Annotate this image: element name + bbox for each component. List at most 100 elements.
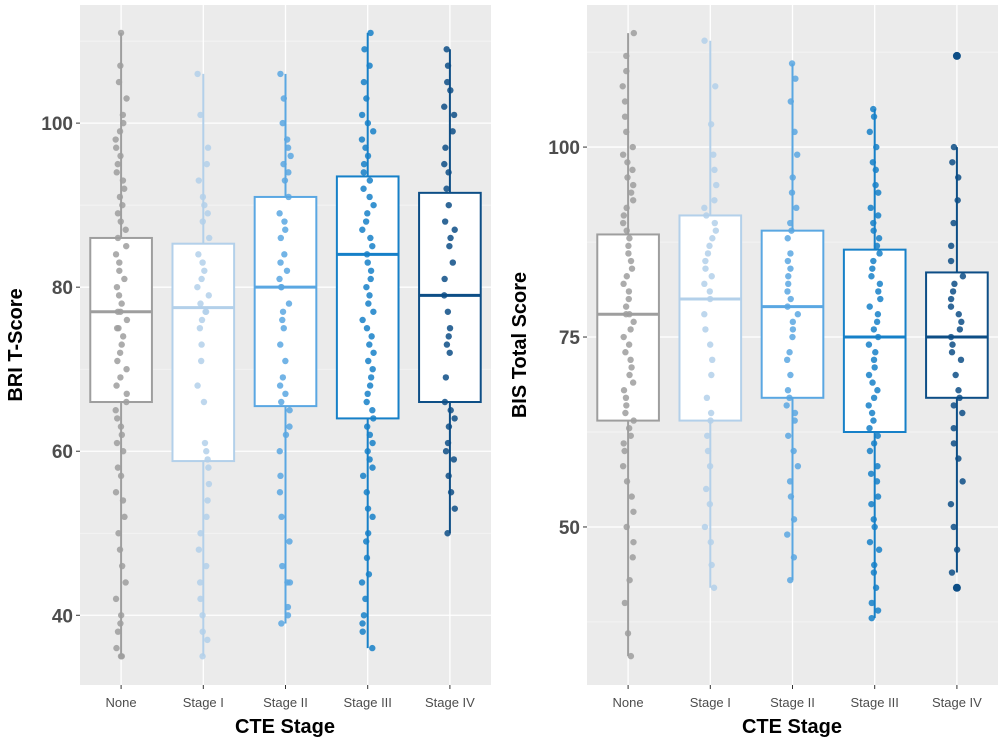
data-point	[621, 98, 629, 105]
data-point	[284, 612, 292, 619]
x-tick-label: Stage I	[183, 695, 224, 710]
data-point	[116, 193, 124, 201]
data-point	[627, 189, 635, 196]
data-point	[360, 612, 368, 619]
x-tick-label: Stage III	[343, 695, 391, 710]
data-point	[112, 595, 120, 603]
y-tick-label: 100	[548, 138, 580, 159]
data-point	[363, 489, 370, 496]
data-point	[950, 402, 957, 409]
data-point	[200, 398, 208, 406]
data-point	[280, 160, 287, 168]
data-point	[279, 562, 286, 570]
data-point	[360, 78, 368, 86]
data-point	[870, 394, 878, 402]
data-point	[284, 144, 292, 151]
data-point	[285, 169, 292, 176]
data-point	[281, 251, 288, 258]
data-point	[360, 160, 368, 168]
data-point	[286, 407, 293, 414]
data-point	[205, 234, 213, 242]
data-point	[114, 234, 122, 242]
data-point	[445, 472, 452, 480]
data-point	[117, 218, 124, 225]
data-point	[118, 300, 125, 307]
data-point	[370, 349, 377, 356]
data-point	[123, 398, 130, 406]
data-point	[948, 349, 956, 356]
data-point	[954, 197, 961, 204]
data-point	[873, 478, 881, 485]
data-point	[792, 75, 799, 82]
data-point	[117, 29, 125, 37]
data-point	[366, 382, 374, 389]
data-point	[620, 440, 627, 447]
y-tick-label: 40	[52, 606, 73, 627]
data-point	[364, 505, 372, 512]
data-point	[276, 448, 283, 455]
data-point	[363, 538, 370, 545]
data-point	[451, 226, 458, 233]
data-point	[364, 448, 371, 455]
data-point	[279, 308, 287, 315]
data-point	[363, 554, 371, 562]
data-point	[280, 95, 288, 102]
data-point	[116, 267, 123, 274]
data-point	[113, 644, 120, 652]
data-point	[369, 464, 376, 471]
data-point	[276, 275, 283, 283]
data-point	[451, 505, 458, 512]
data-point	[120, 119, 127, 127]
data-point	[620, 387, 628, 394]
data-point	[282, 226, 289, 233]
data-point	[866, 538, 874, 546]
data-point	[114, 357, 121, 365]
data-point	[959, 409, 966, 417]
data-point	[627, 326, 634, 333]
data-point	[199, 193, 207, 201]
data-point	[790, 447, 797, 455]
data-point	[201, 267, 208, 274]
data-point	[363, 324, 371, 332]
data-point	[441, 292, 448, 299]
data-point	[195, 177, 203, 184]
data-point	[278, 283, 285, 291]
data-point	[198, 275, 205, 283]
data-point	[625, 288, 633, 295]
data-point	[950, 523, 957, 531]
data-point	[873, 143, 880, 151]
data-point	[441, 218, 449, 225]
data-point	[786, 478, 794, 485]
data-point	[443, 185, 450, 192]
data-point	[868, 599, 875, 607]
data-point	[626, 576, 633, 584]
data-point	[113, 283, 121, 291]
data-point	[707, 409, 715, 417]
data-point	[204, 636, 211, 644]
data-point	[451, 415, 458, 422]
data-point	[947, 303, 955, 310]
data-point	[444, 439, 452, 447]
data-point	[117, 152, 124, 160]
data-point	[113, 324, 121, 332]
y-axis-label-right: BIS Total Score	[509, 272, 531, 418]
data-point	[364, 530, 372, 537]
data-point	[204, 144, 212, 151]
data-point	[196, 324, 204, 332]
data-point	[713, 181, 720, 189]
data-point	[629, 166, 636, 174]
data-point	[442, 448, 450, 455]
data-point	[786, 394, 793, 402]
data-point	[706, 242, 713, 250]
data-point	[444, 308, 452, 315]
data-point	[361, 46, 368, 53]
data-point	[366, 431, 374, 439]
data-point	[622, 303, 630, 310]
data-point	[627, 257, 635, 265]
data-point	[367, 374, 375, 381]
data-point	[868, 614, 875, 622]
data-point	[870, 516, 877, 523]
data-point	[701, 523, 709, 531]
data-point	[787, 98, 794, 105]
data-point	[364, 119, 372, 127]
